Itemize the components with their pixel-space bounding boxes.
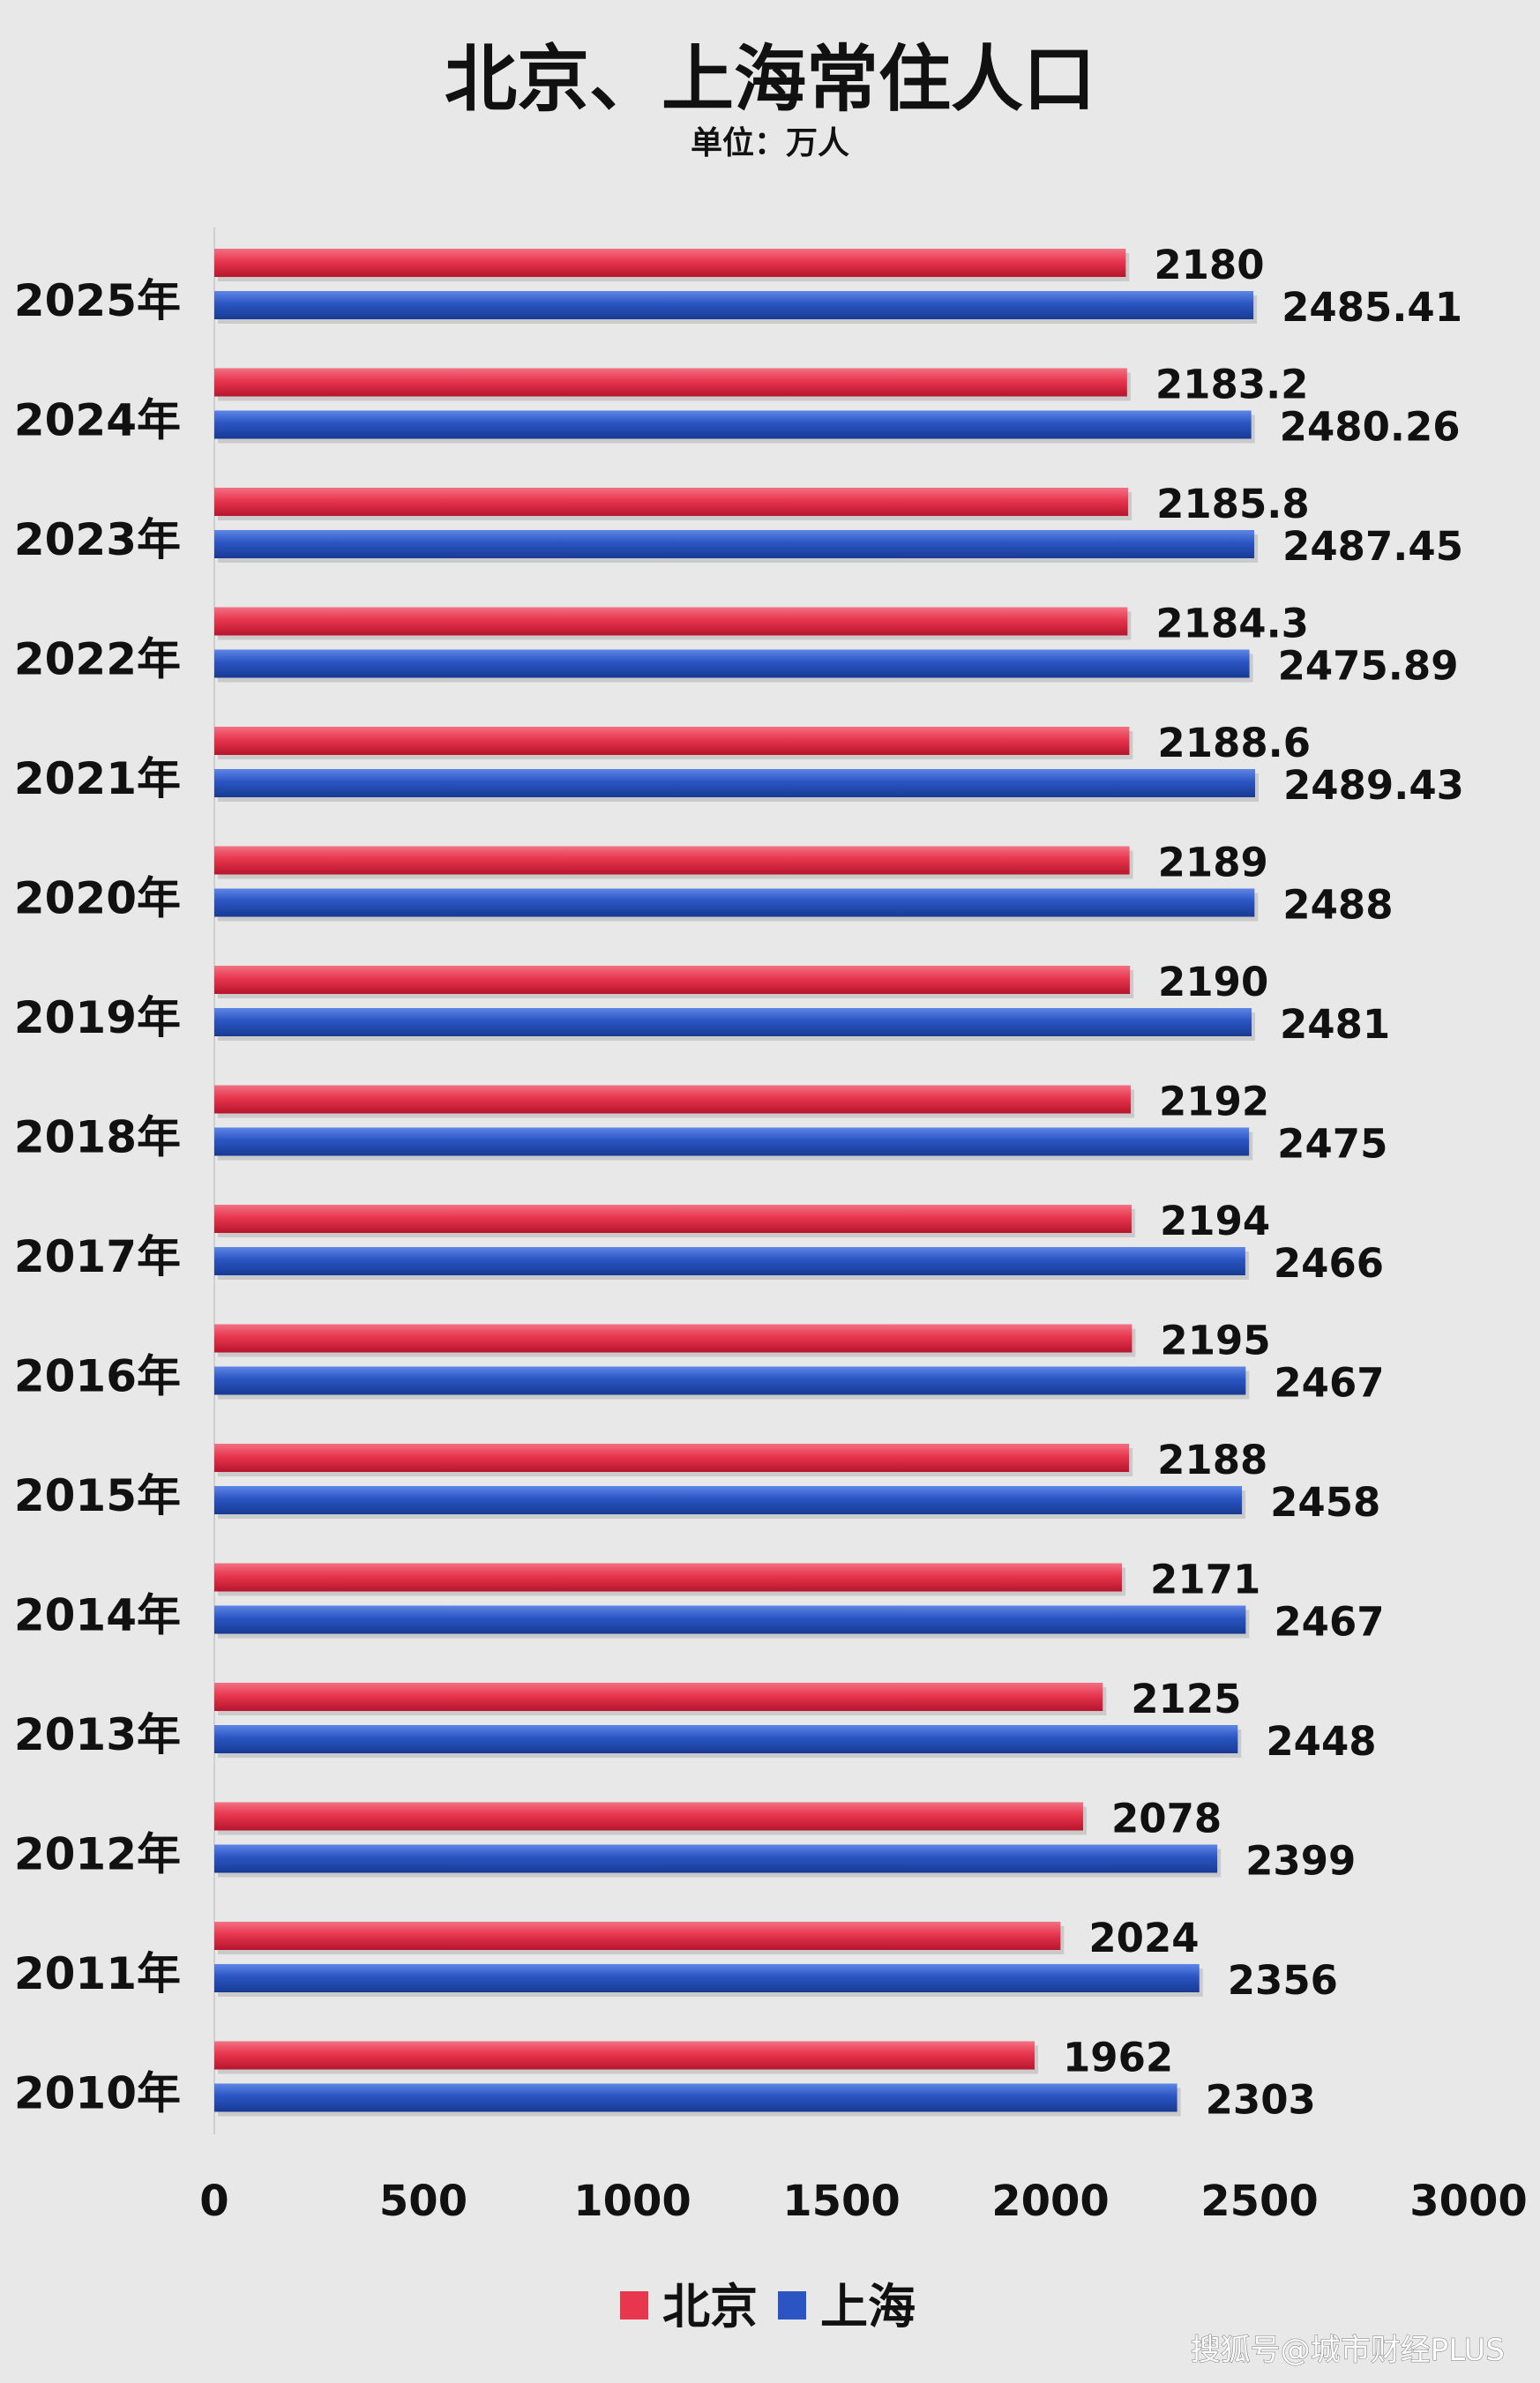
bar-beijing [214,1324,1133,1353]
bar-beijing [214,727,1130,755]
x-tick-label: 2000 [991,2177,1110,2226]
bar-shanghai [214,1366,1246,1395]
watermark: 搜狐号@城市财经PLUS [1191,2333,1505,2368]
bar-beijing [214,1802,1083,1831]
data-label-beijing: 2194 [1160,1198,1270,1244]
data-label-beijing: 2192 [1159,1079,1269,1125]
bar-shanghai [214,291,1254,319]
chart-subtitle: 单位：万人 [691,125,849,161]
x-tick-label: 2500 [1200,2177,1319,2226]
data-label-shanghai: 2356 [1228,1957,1338,2004]
bar-beijing [214,846,1130,875]
bar-beijing [214,1563,1123,1592]
data-label-shanghai: 2489.43 [1283,762,1464,809]
data-label-shanghai: 2303 [1206,2077,1316,2124]
data-label-shanghai: 2485.41 [1282,284,1462,331]
x-tick-label: 1000 [573,2177,692,2226]
bar-beijing [214,2041,1035,2070]
category-label: 2022年 [14,634,181,685]
bar-beijing [214,1922,1061,1950]
category-label: 2015年 [14,1470,181,1521]
data-label-shanghai: 2467 [1274,1360,1384,1407]
data-label-beijing: 2185.8 [1156,481,1310,527]
bar-shanghai [214,1486,1243,1514]
category-label: 2023年 [14,514,181,565]
data-label-shanghai: 2467 [1274,1599,1384,1646]
data-label-beijing: 2190 [1158,959,1268,1005]
bar-beijing [214,1085,1132,1114]
bar-shanghai [214,410,1252,439]
category-label: 2024年 [14,395,181,446]
data-label-beijing: 2125 [1131,1676,1241,1722]
bar-shanghai [214,1725,1238,1753]
category-label: 2017年 [14,1231,181,1282]
bar-beijing [214,488,1129,516]
data-label-beijing: 2188.6 [1157,720,1311,766]
data-label-shanghai: 2481 [1280,1001,1390,1048]
bar-shanghai [214,649,1250,678]
data-label-beijing: 2188 [1157,1437,1267,1483]
data-label-beijing: 2180 [1154,242,1264,288]
bar-shanghai [214,1964,1200,1992]
bar-beijing [214,1444,1130,1472]
data-label-shanghai: 2466 [1274,1240,1384,1287]
x-tick-label: 0 [199,2177,228,2226]
chart-title: 北京、上海常住人口 [445,38,1095,122]
data-label-beijing: 1962 [1063,2035,1173,2081]
category-label: 2019年 [14,992,181,1043]
category-label: 2012年 [14,1829,181,1880]
bar-shanghai [214,888,1255,917]
data-label-beijing: 2189 [1158,840,1268,886]
data-label-shanghai: 2487.45 [1282,523,1463,570]
data-label-shanghai: 2448 [1266,1718,1376,1765]
data-label-shanghai: 2475.89 [1278,643,1459,690]
category-label: 2014年 [14,1590,181,1641]
bar-shanghai [214,1605,1246,1634]
category-label: 2010年 [14,2068,181,2119]
data-label-beijing: 2195 [1160,1318,1270,1364]
x-tick-label: 3000 [1409,2177,1528,2226]
bar-shanghai [214,2083,1177,2112]
category-label: 2025年 [14,275,181,326]
category-label: 2013年 [14,1709,181,1760]
bar-shanghai [214,1844,1218,1873]
data-label-beijing: 2171 [1150,1557,1260,1603]
legend-label-beijing: 北京 [662,2279,758,2334]
legend-swatch-shanghai [778,2291,806,2320]
data-label-shanghai: 2480.26 [1280,404,1461,451]
bar-beijing [214,368,1127,397]
bar-shanghai [214,1008,1252,1036]
bar-shanghai [214,1247,1245,1275]
legend-label-shanghai: 上海 [820,2279,916,2334]
bar-beijing [214,249,1126,277]
legend: 北京 上海 [620,2279,916,2334]
category-label: 2021年 [14,753,181,804]
bar-beijing [214,1683,1103,1711]
x-tick-label: 1500 [782,2177,901,2226]
data-label-beijing: 2183.2 [1155,362,1309,408]
data-label-shanghai: 2399 [1245,1838,1356,1885]
data-label-shanghai: 2475 [1277,1121,1387,1168]
bar-shanghai [214,1127,1250,1156]
x-axis-ticks: 0 500 1000 1500 2000 2500 3000 [199,2177,1528,2226]
data-label-shanghai: 2488 [1282,882,1393,929]
category-label: 2016年 [14,1351,181,1402]
bar-beijing [214,607,1128,636]
category-label: 2011年 [14,1948,181,1999]
bar-beijing [214,966,1131,994]
bar-shanghai [214,769,1255,797]
bar-shanghai [214,530,1255,558]
data-label-shanghai: 2458 [1270,1479,1380,1526]
category-label: 2020年 [14,873,181,924]
category-label: 2018年 [14,1112,181,1163]
data-label-beijing: 2024 [1088,1915,1199,1961]
legend-swatch-beijing [620,2291,648,2320]
bar-beijing [214,1205,1132,1233]
x-tick-label: 500 [379,2177,467,2226]
data-label-beijing: 2078 [1111,1796,1222,1842]
data-label-beijing: 2184.3 [1155,601,1309,647]
